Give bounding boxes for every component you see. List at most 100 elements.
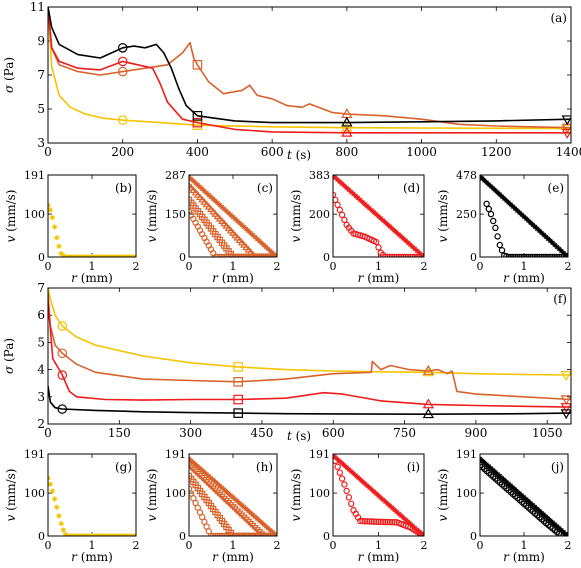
series-marker-yellow bbox=[341, 121, 353, 132]
y-tick-label: 2 bbox=[37, 417, 45, 431]
data-point bbox=[333, 191, 337, 199]
x-tick-label: 2 bbox=[133, 260, 140, 273]
x-axis-label: r (mm) bbox=[71, 271, 113, 285]
data-point bbox=[189, 208, 193, 215]
data-point bbox=[355, 474, 361, 481]
data-point bbox=[521, 214, 527, 220]
data-point bbox=[488, 183, 494, 190]
data-point bbox=[418, 531, 424, 536]
data-point bbox=[238, 532, 245, 536]
data-point bbox=[262, 532, 270, 536]
y-axis-label: v (mm/s) bbox=[289, 469, 303, 522]
x-tick-label: 1 bbox=[230, 539, 237, 552]
x-tick-label: 1 bbox=[375, 260, 382, 273]
data-point bbox=[484, 179, 490, 186]
data-point bbox=[370, 518, 378, 525]
data-point bbox=[336, 469, 344, 476]
data-point bbox=[218, 532, 226, 536]
data-point bbox=[403, 238, 409, 244]
data-point bbox=[353, 472, 359, 479]
data-point bbox=[239, 222, 245, 228]
data-point bbox=[359, 478, 366, 485]
data-point bbox=[228, 492, 234, 499]
y-tick-label: 100 bbox=[24, 208, 45, 221]
data-point bbox=[519, 492, 525, 499]
y-tick-label: 0 bbox=[38, 530, 45, 543]
data-point bbox=[385, 221, 391, 228]
y-tick-label: 3 bbox=[37, 136, 45, 150]
panel-label: (j) bbox=[551, 460, 564, 474]
data-point bbox=[341, 481, 348, 488]
data-point bbox=[545, 236, 551, 242]
data-point bbox=[498, 247, 506, 254]
y-axis-label: σ (Pa) bbox=[2, 338, 16, 374]
panel-frame bbox=[47, 174, 137, 258]
data-point bbox=[229, 532, 237, 536]
data-point bbox=[234, 532, 241, 536]
data-point bbox=[375, 213, 382, 219]
data-point bbox=[514, 208, 520, 214]
data-point bbox=[249, 532, 256, 536]
series-marker-yellow bbox=[57, 321, 68, 331]
data-point bbox=[480, 458, 485, 464]
panel-i: 0 1 2 0 100 191 (i) r (mm) v (mm/s) bbox=[289, 448, 428, 564]
data-point bbox=[362, 480, 368, 487]
data-point bbox=[552, 521, 558, 528]
x-tick-label: 1 bbox=[375, 539, 382, 552]
data-point bbox=[501, 195, 507, 202]
data-point bbox=[193, 180, 199, 186]
x-axis-label: r (mm) bbox=[503, 271, 545, 285]
data-point bbox=[48, 481, 53, 487]
panel-label: (d) bbox=[403, 181, 420, 195]
data-point bbox=[499, 193, 505, 200]
series-marker-red bbox=[192, 117, 203, 128]
data-point bbox=[536, 228, 542, 234]
x-tick-label: 1 bbox=[230, 260, 237, 273]
y-tick-label: 0 bbox=[470, 530, 477, 543]
data-point bbox=[497, 473, 503, 479]
data-point bbox=[366, 205, 372, 211]
y-tick-label: 191 bbox=[309, 448, 330, 461]
data-point bbox=[525, 218, 531, 224]
data-point bbox=[412, 246, 418, 252]
y-axis-label: v (mm/s) bbox=[4, 190, 18, 243]
y-tick-label: 287 bbox=[165, 169, 186, 182]
series-line-black bbox=[48, 385, 571, 415]
data-point bbox=[386, 518, 394, 526]
data-point bbox=[387, 503, 393, 509]
x-tick-label: 0 bbox=[45, 260, 52, 273]
panel-frame bbox=[47, 6, 572, 144]
data-point bbox=[237, 220, 243, 226]
x-axis-label: r (mm) bbox=[212, 550, 254, 564]
x-tick-label: 0 bbox=[186, 539, 193, 552]
data-point bbox=[221, 206, 227, 212]
data-point bbox=[375, 493, 382, 499]
x-axis-label: r (mm) bbox=[71, 550, 113, 564]
data-point bbox=[541, 232, 547, 238]
data-point bbox=[382, 219, 388, 226]
data-point bbox=[534, 226, 540, 232]
x-tick-label: 1200 bbox=[481, 145, 512, 159]
data-point bbox=[237, 500, 243, 506]
data-point bbox=[506, 199, 512, 206]
data-point bbox=[250, 512, 256, 518]
series-marker-black bbox=[192, 110, 203, 121]
x-tick-label: 2 bbox=[565, 539, 572, 552]
data-point bbox=[558, 527, 564, 533]
x-tick-label: 1 bbox=[521, 539, 528, 552]
data-point bbox=[534, 506, 540, 512]
data-point bbox=[252, 514, 258, 520]
x-tick-label: 200 bbox=[111, 145, 134, 159]
data-point bbox=[210, 196, 216, 202]
data-point bbox=[517, 490, 523, 497]
data-point bbox=[554, 244, 560, 250]
data-point bbox=[528, 500, 534, 506]
data-point bbox=[348, 189, 354, 195]
data-point bbox=[199, 467, 205, 473]
data-point bbox=[190, 178, 196, 184]
x-tick-label: 450 bbox=[251, 426, 274, 440]
data-point bbox=[364, 482, 370, 489]
data-point bbox=[380, 497, 386, 503]
series-marker-black bbox=[233, 408, 243, 418]
panel-b: 0 1 2 0 100 191 (b) r (mm) v (mm/s) bbox=[4, 169, 140, 285]
